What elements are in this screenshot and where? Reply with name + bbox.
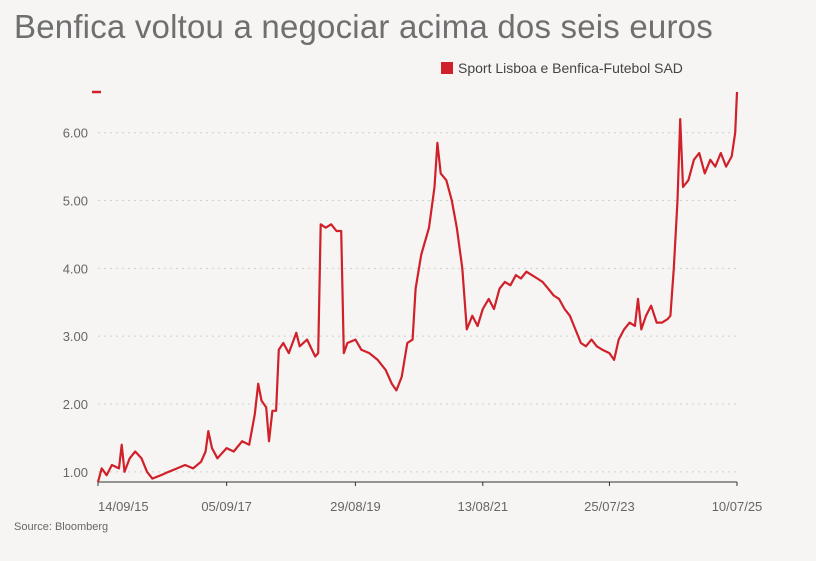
- x-tick-label: 14/09/15: [98, 499, 149, 514]
- x-tick-label: 10/07/25: [712, 499, 763, 514]
- y-tick-label: 4.00: [63, 261, 88, 276]
- legend-label: Sport Lisboa e Benfica-Futebol SAD: [458, 60, 683, 76]
- chart-title: Benfica voltou a negociar acima dos seis…: [14, 8, 713, 45]
- y-tick-label: 2.00: [63, 397, 88, 412]
- y-tick-label: 6.00: [63, 126, 88, 141]
- legend-swatch: [441, 62, 453, 74]
- source-note: Source: Bloomberg: [14, 521, 109, 533]
- chart-legend: Sport Lisboa e Benfica-Futebol SAD: [441, 60, 683, 76]
- y-tick-label: 1.00: [63, 465, 88, 480]
- y-tick-label: 3.00: [63, 329, 88, 344]
- x-tick-label: 05/09/17: [201, 499, 252, 514]
- x-tick-label: 25/07/23: [584, 499, 635, 514]
- y-tick-label: 5.00: [63, 194, 88, 209]
- x-tick-label: 13/08/21: [457, 499, 508, 514]
- x-tick-label: 29/08/19: [330, 499, 381, 514]
- series-line: [96, 91, 739, 483]
